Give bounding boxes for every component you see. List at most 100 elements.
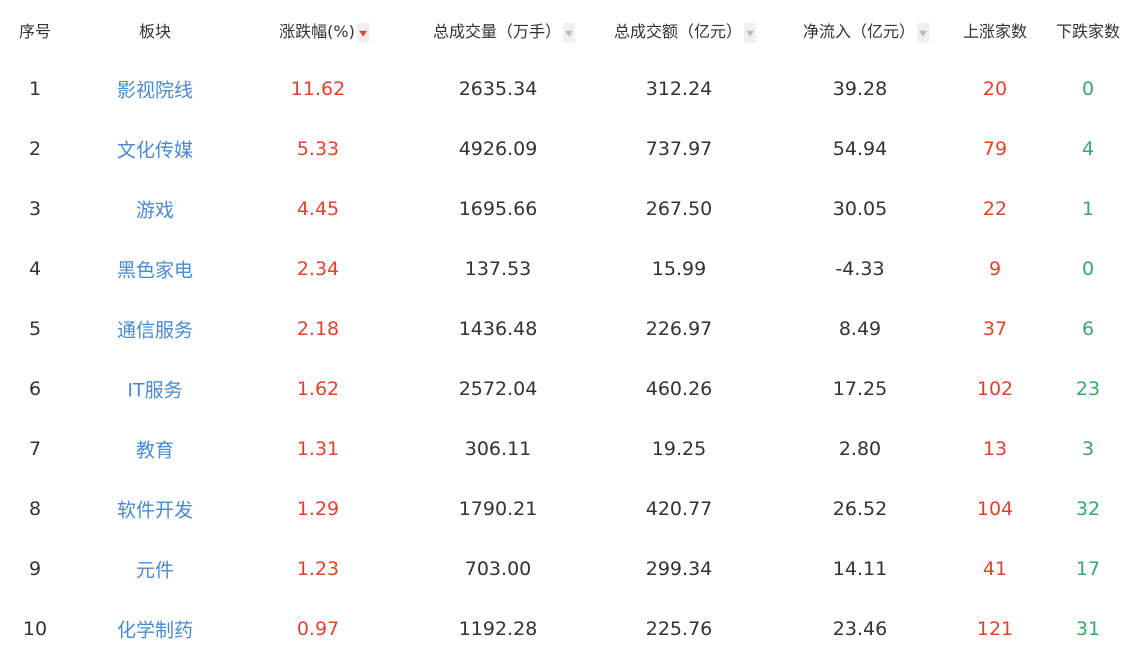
cell-net-inflow: 8.49 [838,318,882,340]
cell-volume: 2635.34 [458,78,538,100]
cell-change-pct: 4.45 [296,198,340,220]
header-down-count: 下跌家数 [1056,18,1120,42]
sort-arrow-icon[interactable] [744,22,757,43]
cell-change-pct: 0.97 [296,618,340,640]
cell-sector[interactable]: 化学制药 [116,619,194,642]
cell-sector[interactable]: 文化传媒 [116,139,194,162]
cell-net-inflow: 26.52 [832,498,888,520]
cell-volume: 1695.66 [458,198,538,220]
cell-volume: 306.11 [464,438,532,460]
cell-change-pct: 5.33 [296,138,340,160]
cell-volume: 703.00 [464,558,532,580]
cell-index: 2 [28,138,42,160]
cell-down-count: 6 [1081,318,1095,340]
cell-down-count: 23 [1075,378,1101,400]
cell-net-inflow: 30.05 [832,198,888,220]
cell-up-count: 121 [976,618,1014,640]
cell-down-count: 0 [1081,78,1095,100]
cell-up-count: 102 [976,378,1014,400]
cell-turnover: 460.26 [645,378,713,400]
header-up-count: 上涨家数 [963,18,1027,42]
header-label: 下跌家数 [1055,22,1121,41]
cell-index: 6 [28,378,42,400]
cell-change-pct: 1.29 [296,498,340,520]
cell-turnover: 299.34 [645,558,713,580]
header-label: 总成交额（亿元） [613,21,743,41]
cell-down-count: 1 [1081,198,1095,220]
cell-net-inflow: 17.25 [832,378,888,400]
cell-net-inflow: 39.28 [832,78,888,100]
cell-up-count: 104 [976,498,1014,520]
cell-turnover: 19.25 [651,438,707,460]
cell-net-inflow: 2.80 [838,438,882,460]
cell-net-inflow: -4.33 [835,258,885,280]
cell-index: 9 [28,558,42,580]
cell-up-count: 9 [988,258,1002,280]
cell-net-inflow: 54.94 [832,138,888,160]
cell-sector[interactable]: 教育 [135,439,175,462]
cell-volume: 137.53 [464,258,532,280]
header-index: 序号 [19,18,51,42]
cell-turnover: 737.97 [645,138,713,160]
cell-turnover: 267.50 [645,198,713,220]
cell-turnover: 225.76 [645,618,713,640]
cell-volume: 1436.48 [458,318,538,340]
cell-change-pct: 2.18 [296,318,340,340]
cell-index: 1 [28,78,42,100]
cell-index: 4 [28,258,42,280]
cell-down-count: 0 [1081,258,1095,280]
cell-down-count: 31 [1075,618,1101,640]
cell-up-count: 20 [982,78,1008,100]
header-net-inflow[interactable]: 净流入（亿元） [802,18,930,43]
header-label: 板块 [138,22,172,41]
header-change-pct[interactable]: 涨跌幅(%) [279,18,369,43]
cell-turnover: 15.99 [651,258,707,280]
cell-sector[interactable]: 通信服务 [116,319,194,342]
cell-sector[interactable]: 游戏 [135,199,175,222]
cell-index: 7 [28,438,42,460]
header-label: 总成交量（万手） [432,21,562,41]
cell-down-count: 32 [1075,498,1101,520]
cell-change-pct: 11.62 [290,78,346,100]
cell-sector[interactable]: 影视院线 [116,79,194,102]
sort-arrow-icon[interactable] [356,22,369,43]
cell-down-count: 17 [1075,558,1101,580]
cell-index: 8 [28,498,42,520]
cell-index: 3 [28,198,42,220]
cell-net-inflow: 14.11 [832,558,888,580]
cell-index: 10 [22,618,48,640]
cell-turnover: 226.97 [645,318,713,340]
sort-arrow-icon[interactable] [917,22,930,43]
cell-sector[interactable]: IT服务 [127,379,183,402]
cell-volume: 4926.09 [458,138,538,160]
cell-up-count: 79 [982,138,1008,160]
cell-volume: 2572.04 [458,378,538,400]
cell-change-pct: 2.34 [296,258,340,280]
cell-net-inflow: 23.46 [832,618,888,640]
cell-volume: 1790.21 [458,498,538,520]
sort-arrow-icon[interactable] [563,22,576,43]
header-label: 涨跌幅(%) [279,21,355,41]
cell-down-count: 3 [1081,438,1095,460]
cell-up-count: 37 [982,318,1008,340]
cell-change-pct: 1.62 [296,378,340,400]
cell-turnover: 312.24 [645,78,713,100]
cell-sector[interactable]: 软件开发 [116,499,194,522]
header-sector: 板块 [139,18,171,42]
cell-sector[interactable]: 黑色家电 [116,259,194,282]
header-turnover[interactable]: 总成交额（亿元） [613,18,757,43]
cell-up-count: 22 [982,198,1008,220]
cell-up-count: 13 [982,438,1008,460]
cell-sector[interactable]: 元件 [135,559,175,582]
cell-volume: 1192.28 [458,618,538,640]
header-label: 序号 [18,22,52,41]
cell-up-count: 41 [982,558,1008,580]
cell-turnover: 420.77 [645,498,713,520]
cell-change-pct: 1.23 [296,558,340,580]
cell-down-count: 4 [1081,138,1095,160]
cell-index: 5 [28,318,42,340]
header-volume[interactable]: 总成交量（万手） [432,18,576,43]
header-label: 净流入（亿元） [802,21,916,41]
cell-change-pct: 1.31 [296,438,340,460]
